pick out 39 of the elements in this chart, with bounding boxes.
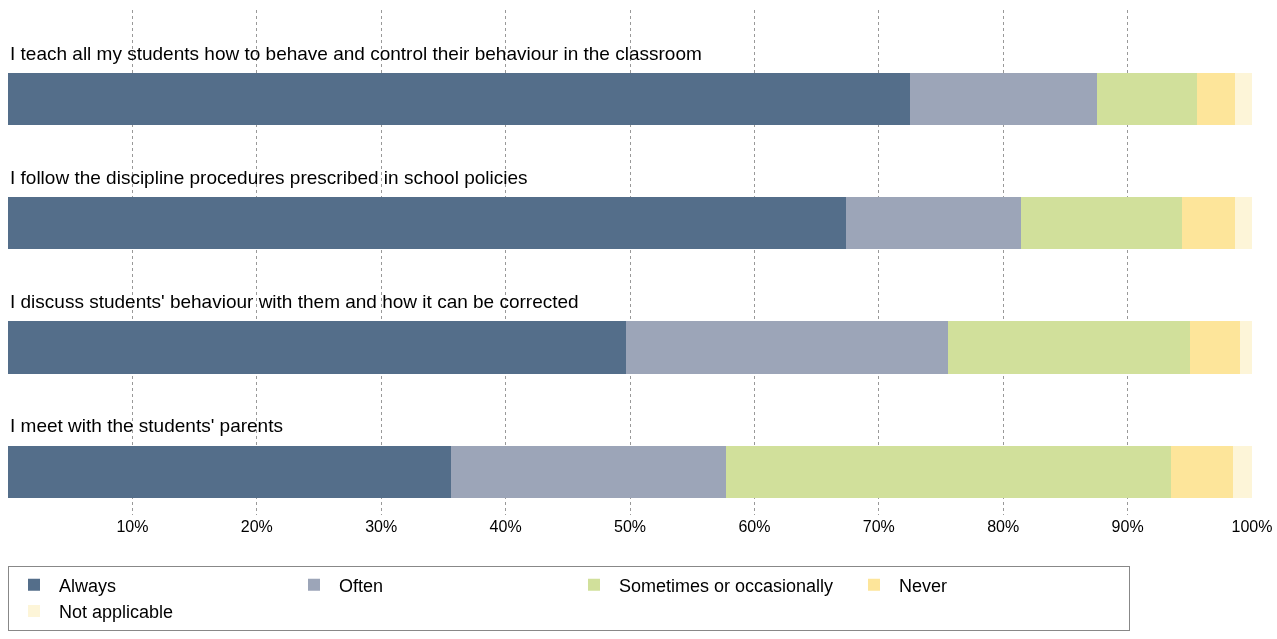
x-tick-label: 80% — [987, 518, 1020, 535]
bar — [1233, 445, 1252, 498]
legend-label: Not applicable — [59, 602, 174, 623]
x-tick-label: 50% — [613, 518, 647, 535]
bar — [8, 73, 910, 126]
legend-label: Never — [899, 575, 948, 596]
y-tick-label: I follow the discipline procedures prescribed in school policies — [10, 167, 528, 188]
x-tick-label: 40% — [489, 518, 522, 535]
x-tick-label: 70% — [862, 518, 895, 535]
bar — [8, 445, 451, 498]
legend-label: Sometimes or occasionally — [619, 575, 834, 596]
x-tick-label: 30% — [365, 518, 398, 535]
x-tick-label: 100% — [1231, 518, 1273, 535]
x-tick-label: 10% — [116, 518, 149, 535]
y-tick-label: I meet with the students' parents — [10, 415, 283, 436]
bar — [8, 197, 847, 250]
y-tick-label: I discuss students' behaviour with them and how it can be corrected — [10, 291, 579, 312]
bar — [8, 321, 627, 374]
bar — [909, 73, 1097, 126]
bar — [1234, 197, 1252, 250]
legend-label: Often — [339, 575, 384, 596]
bar — [846, 197, 1021, 250]
bar — [1096, 73, 1198, 126]
bar — [1239, 321, 1252, 374]
bar — [725, 445, 1172, 498]
bar — [626, 321, 949, 374]
y-tick-label: I teach all my students how to behave and control their behaviour in the classroom — [10, 43, 702, 64]
x-tick-label: 60% — [738, 518, 771, 535]
bar — [1171, 445, 1234, 498]
bar — [450, 445, 726, 498]
x-tick-label: 90% — [1111, 518, 1144, 535]
bar — [1189, 321, 1240, 374]
bar — [1182, 197, 1235, 250]
bar — [1234, 73, 1252, 126]
legend-label: Always — [59, 575, 117, 596]
x-tick-label: 20% — [240, 518, 273, 535]
bar — [1197, 73, 1235, 126]
bar — [1020, 197, 1183, 250]
bar — [948, 321, 1190, 374]
